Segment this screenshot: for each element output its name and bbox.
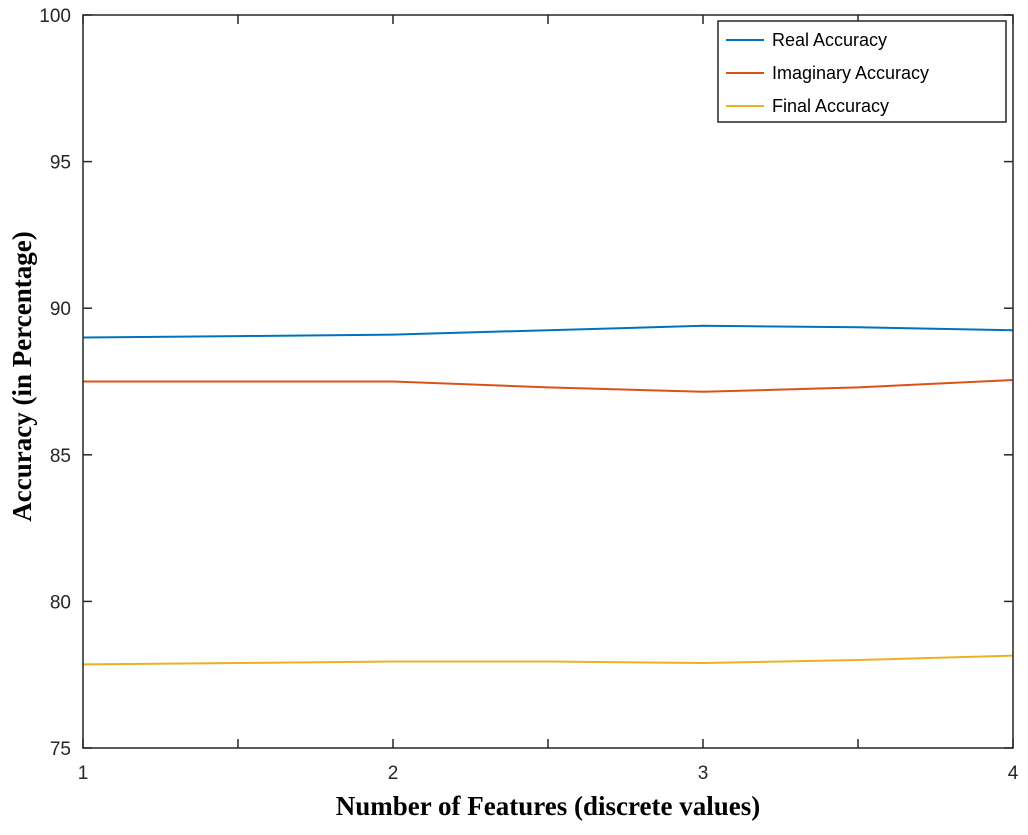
legend-label: Final Accuracy (772, 96, 889, 116)
x-tick-label: 4 (1008, 763, 1019, 784)
legend-label: Imaginary Accuracy (772, 63, 929, 83)
y-tick-label: 80 (50, 592, 71, 613)
y-axis-title: Accuracy (in Percentage) (7, 231, 37, 521)
x-axis-title: Number of Features (discrete values) (336, 791, 760, 821)
y-tick-label: 95 (50, 153, 71, 174)
x-tick-label: 2 (388, 763, 399, 784)
marks-layer (82, 324, 1014, 666)
x-tick-label: 1 (78, 763, 89, 784)
legend-items: Real Accuracy Imaginary Accuracy Final Acc… (726, 30, 929, 116)
y-tick-label: 100 (39, 6, 71, 27)
legend: Real Accuracy Imaginary Accuracy Final Acc… (717, 20, 1007, 123)
legend-item-3: Final Accuracy (726, 96, 889, 116)
y-tick-label: 90 (50, 299, 71, 320)
legend-box (717, 20, 1007, 123)
series-line-2 (83, 379, 1014, 393)
legend-item-2: Imaginary Accuracy (726, 63, 929, 83)
x-tick-label: 3 (698, 763, 709, 784)
legend-item-1: Real Accuracy (726, 30, 887, 50)
y-tick-label: 85 (50, 446, 71, 467)
y-tick-label: 75 (50, 739, 71, 760)
ticks-layer: 1 2 3 4 75 80 85 90 95 100 (39, 6, 1018, 784)
legend-label: Real Accuracy (772, 30, 887, 50)
series-line-1 (82, 324, 1014, 339)
series-line-3 (82, 654, 1014, 666)
